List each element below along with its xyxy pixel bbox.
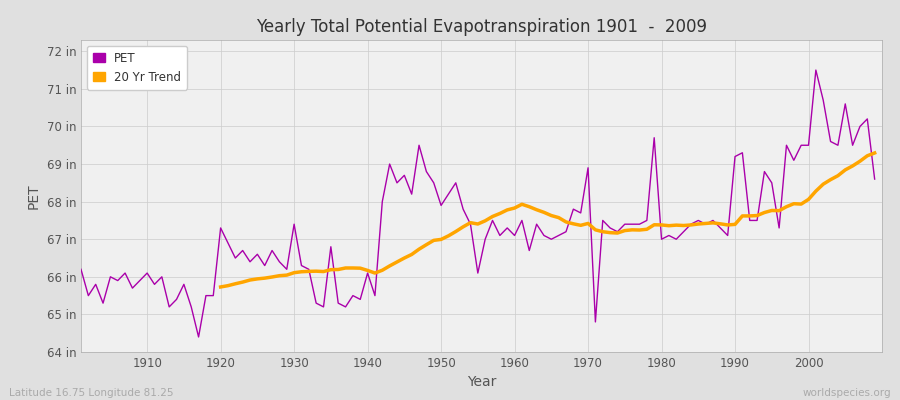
Text: Latitude 16.75 Longitude 81.25: Latitude 16.75 Longitude 81.25	[9, 388, 174, 398]
Line: 20 Yr Trend: 20 Yr Trend	[220, 153, 875, 287]
20 Yr Trend	[303, 269, 314, 274]
PET	[517, 218, 527, 223]
20 Yr Trend	[414, 247, 425, 252]
Legend: PET, 20 Yr Trend: PET, 20 Yr Trend	[87, 46, 187, 90]
Y-axis label: PET: PET	[27, 183, 41, 209]
PET	[194, 334, 204, 339]
X-axis label: Year: Year	[467, 376, 496, 390]
20 Yr Trend	[869, 150, 880, 155]
20 Yr Trend	[840, 168, 850, 172]
20 Yr Trend	[774, 208, 785, 213]
PET	[303, 267, 314, 272]
20 Yr Trend	[215, 284, 226, 289]
PET	[347, 293, 358, 298]
Title: Yearly Total Potential Evapotranspiration 1901  -  2009: Yearly Total Potential Evapotranspiratio…	[256, 18, 707, 36]
20 Yr Trend	[759, 210, 769, 215]
PET	[605, 226, 616, 230]
20 Yr Trend	[670, 223, 681, 228]
PET	[134, 278, 145, 283]
PET	[811, 68, 822, 72]
PET	[869, 177, 880, 182]
Line: PET: PET	[81, 70, 875, 337]
PET	[509, 233, 520, 238]
Text: worldspecies.org: worldspecies.org	[803, 388, 891, 398]
PET	[76, 267, 86, 272]
